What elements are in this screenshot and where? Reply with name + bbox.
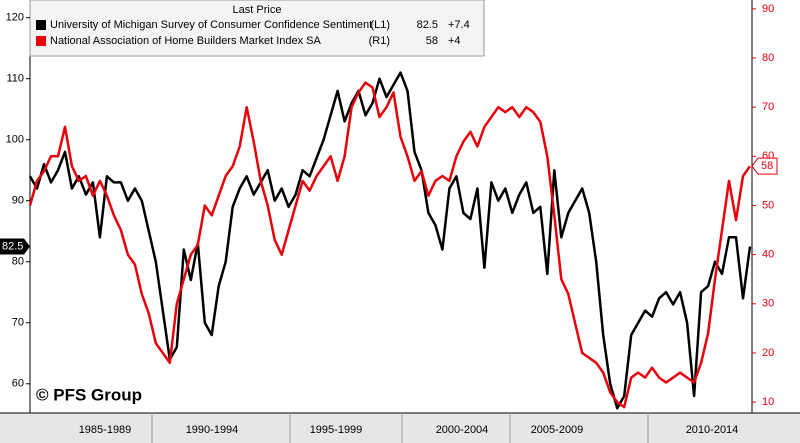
legend-axis: (R1) — [369, 35, 390, 47]
y-tick-label: 90 — [12, 195, 24, 207]
legend-box — [29, 0, 485, 57]
y-tick-label: 100 — [6, 134, 24, 146]
legend-swatch — [36, 20, 46, 30]
watermark: © PFS Group — [36, 385, 142, 404]
legend-last: 82.5 — [417, 19, 438, 31]
legend-last: 58 — [426, 35, 438, 47]
legend-axis: (L1) — [370, 19, 390, 31]
y2-tick-label: 80 — [762, 52, 774, 64]
legend-change: +4 — [448, 35, 461, 47]
x-group-label: 1990-1994 — [186, 424, 239, 436]
x-axis-band — [0, 413, 800, 443]
series-line — [28, 71, 752, 410]
x-group-label: 1985-1989 — [79, 424, 132, 436]
y2-tick-label: 30 — [762, 298, 774, 310]
legend-header: Last Price — [233, 4, 282, 16]
y-tick-label: 120 — [6, 12, 24, 24]
y-tick-label: 110 — [6, 73, 24, 85]
legend-change: +7.4 — [448, 19, 470, 31]
y2-tick-label: 40 — [762, 249, 774, 261]
y2-tick-label: 10 — [762, 396, 774, 408]
x-group-label: 1995-1999 — [310, 424, 363, 436]
last-price-label: 58 — [761, 160, 773, 172]
x-group-label: 2010-2014 — [686, 424, 739, 436]
plot — [28, 71, 752, 410]
y2-tick-label: 20 — [762, 347, 774, 359]
y-tick-label: 60 — [12, 378, 24, 390]
legend-label: University of Michigan Survey of Consume… — [50, 19, 372, 31]
y-tick-label: 80 — [12, 256, 24, 268]
legend-label: National Association of Home Builders Ma… — [50, 35, 322, 47]
last-price-tag — [0, 238, 30, 255]
y2-tick-label: 50 — [762, 199, 774, 211]
last-price-tag — [751, 157, 778, 175]
last-price-label: 82.5 — [2, 240, 23, 252]
y2-tick-label: 90 — [762, 3, 774, 15]
y-tick-label: 70 — [12, 317, 24, 329]
series-line — [28, 81, 752, 409]
x-group-label: 2005-2009 — [531, 424, 584, 436]
x-group-label: 2000-2004 — [436, 424, 489, 436]
legend-swatch — [36, 36, 46, 46]
y2-tick-label: 70 — [762, 101, 774, 113]
